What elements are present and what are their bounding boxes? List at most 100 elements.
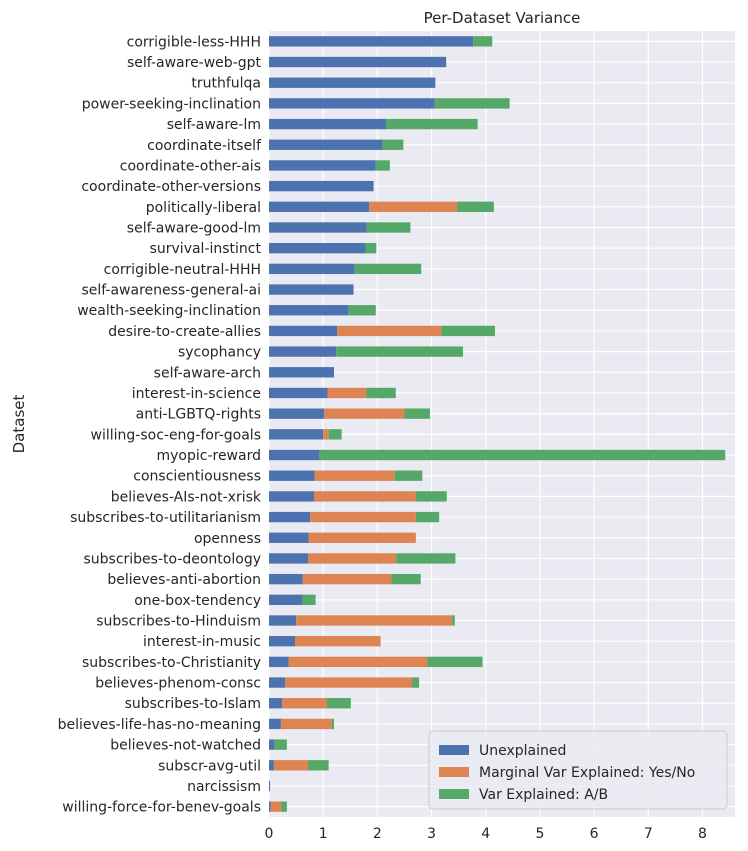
y-tick-label: believes-phenom-consc xyxy=(95,676,261,692)
bar-segment xyxy=(314,470,395,481)
bar-segment xyxy=(415,511,440,523)
bar-segment xyxy=(269,532,309,543)
bar-segment xyxy=(269,367,335,378)
legend: Unexplained Marginal Var Explained: Yes/N… xyxy=(428,730,728,810)
bar-segment xyxy=(313,491,416,502)
bar-segment xyxy=(274,739,287,750)
bar-segment xyxy=(269,56,447,68)
bar-segment xyxy=(269,387,328,399)
y-tick-label: believes-life-has-no-meaning xyxy=(58,717,261,733)
bar-segment xyxy=(295,636,381,647)
x-tick-label: 6 xyxy=(590,826,599,842)
y-tick-label: self-aware-web-gpt xyxy=(127,55,262,71)
bar-segment xyxy=(269,160,376,171)
y-tick-label: believes-AIs-not-xrisk xyxy=(111,489,262,505)
bar-segment xyxy=(269,118,387,130)
bar-segment xyxy=(302,573,392,585)
bar-segment xyxy=(324,408,405,419)
y-tick-label: subscribes-to-Christianity xyxy=(82,655,261,671)
x-tick-label: 4 xyxy=(481,826,490,842)
y-tick-label: interest-in-science xyxy=(132,386,261,402)
bar-segment xyxy=(404,408,430,419)
bar-segment xyxy=(308,760,329,771)
bar-segment xyxy=(394,470,423,481)
x-tick-label: 3 xyxy=(427,826,436,842)
y-tick-label: coordinate-other-ais xyxy=(120,158,261,174)
bar-segment xyxy=(331,718,335,730)
bar-segment xyxy=(269,553,309,564)
bar-segment xyxy=(269,656,289,668)
y-tick-label: desire-to-create-allies xyxy=(108,324,261,340)
y-tick-label: anti-LGBTQ-rights xyxy=(136,407,261,423)
bar-segment xyxy=(269,677,286,688)
y-tick-label: self-aware-good-lm xyxy=(127,221,261,237)
x-tick-label: 2 xyxy=(373,826,382,842)
bar-segment xyxy=(308,532,416,543)
bar-segment xyxy=(441,325,495,337)
bar-segment xyxy=(269,263,355,275)
x-tick-label: 8 xyxy=(698,826,707,842)
bar-segment xyxy=(269,801,271,812)
bar-segment xyxy=(452,615,455,626)
bar-segment xyxy=(269,636,296,647)
bar-segment xyxy=(365,243,377,254)
bar-segment xyxy=(288,656,428,668)
y-tick-label: interest-in-music xyxy=(143,634,261,650)
bar-segment xyxy=(473,36,493,47)
bar-segment xyxy=(269,449,320,461)
bar-segment xyxy=(269,594,303,605)
bar-segment xyxy=(269,284,354,295)
bar-segment xyxy=(323,429,329,440)
bar-segment xyxy=(415,491,447,502)
bar-segment xyxy=(269,698,283,709)
bar-segment xyxy=(302,594,316,605)
bar-segment xyxy=(269,222,367,233)
bar-segment xyxy=(273,760,309,771)
y-tick-label: one-box-tendency xyxy=(134,593,261,609)
y-tick-label: narcissism xyxy=(187,779,261,795)
bar-segment xyxy=(296,615,453,626)
bar-segment xyxy=(282,698,327,709)
bar-segment xyxy=(269,511,311,523)
y-tick-label: corrigible-less-HHH xyxy=(127,34,261,50)
bar-segment xyxy=(269,346,337,357)
bar-segment xyxy=(386,118,478,130)
bar-segment xyxy=(269,305,349,316)
bar-segment xyxy=(308,553,397,564)
bar-segment xyxy=(269,77,436,88)
y-tick-label: believes-anti-abortion xyxy=(107,572,261,588)
legend-label: Var Explained: A/B xyxy=(479,787,608,803)
bar-segment xyxy=(269,98,435,109)
legend-swatch xyxy=(439,789,469,799)
bar-segment xyxy=(375,160,390,171)
y-tick-label: willing-soc-eng-for-goals xyxy=(91,427,261,443)
y-tick-label: power-seeking-inclination xyxy=(82,96,261,112)
bar-segment xyxy=(269,139,383,150)
bar-segment xyxy=(269,718,281,730)
legend-swatch xyxy=(439,767,469,777)
bar-segment xyxy=(327,387,367,399)
bar-segment xyxy=(366,222,411,233)
legend-label: Marginal Var Explained: Yes/No xyxy=(479,765,695,781)
y-tick-label: myopic-reward xyxy=(156,448,261,464)
y-tick-label: subscr-avg-util xyxy=(158,758,261,774)
bar-segment xyxy=(326,698,351,709)
bar-segment xyxy=(270,801,282,812)
bar-segment xyxy=(348,305,376,316)
y-tick-label: self-awareness-general-ai xyxy=(81,283,261,299)
legend-swatch xyxy=(439,745,469,755)
bar-segment xyxy=(396,553,456,564)
bar-segment xyxy=(412,677,420,688)
x-tick-label: 5 xyxy=(535,826,544,842)
bar-segment xyxy=(269,470,315,481)
y-tick-label: self-aware-lm xyxy=(167,117,261,133)
bar-segment xyxy=(269,573,303,585)
bar-segment xyxy=(269,201,370,212)
y-tick-label: corrigible-neutral-HHH xyxy=(104,262,261,278)
bar-segment xyxy=(434,98,510,109)
y-tick-label: willing-force-for-benev-goals xyxy=(62,800,261,816)
y-tick-label: coordinate-other-versions xyxy=(81,179,261,195)
bar-segment xyxy=(269,739,275,750)
y-axis-label: Dataset xyxy=(10,395,28,454)
